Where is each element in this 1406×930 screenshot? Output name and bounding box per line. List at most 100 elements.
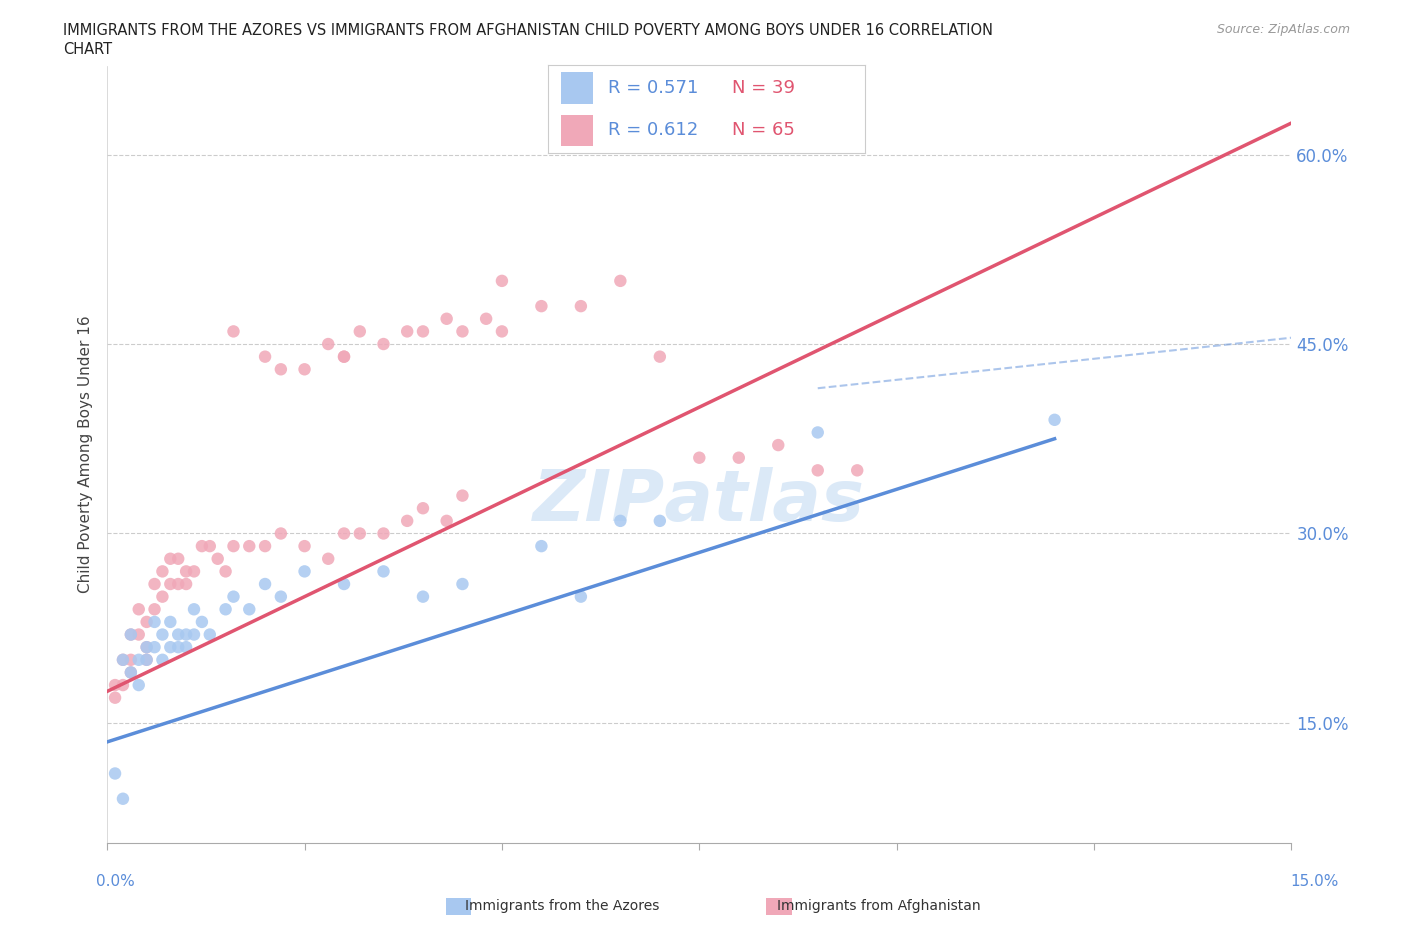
Point (135, 652, 157, 667)
Text: R = 0.571: R = 0.571 (609, 79, 699, 97)
Point (120, 627, 142, 642)
Text: R = 0.612: R = 0.612 (609, 122, 699, 140)
Text: Immigrants from Afghanistan: Immigrants from Afghanistan (778, 898, 980, 913)
Point (316, 551, 339, 566)
Point (159, 640, 181, 655)
Point (436, 312, 458, 326)
Point (183, 564, 205, 578)
Point (294, 564, 316, 578)
Point (270, 526, 292, 541)
Point (120, 652, 142, 667)
Point (143, 602, 166, 617)
Point (396, 513, 419, 528)
Point (152, 590, 174, 604)
Point (807, 463, 830, 478)
Text: Source: ZipAtlas.com: Source: ZipAtlas.com (1216, 23, 1350, 36)
Point (412, 590, 434, 604)
Point (120, 665, 142, 680)
Text: IMMIGRANTS FROM THE AZORES VS IMMIGRANTS FROM AFGHANISTAN CHILD POVERTY AMONG BO: IMMIGRANTS FROM THE AZORES VS IMMIGRANTS… (63, 23, 993, 38)
Point (120, 665, 142, 680)
Point (174, 577, 197, 591)
Point (609, 513, 631, 528)
Point (491, 324, 513, 339)
Point (270, 590, 292, 604)
Point (167, 551, 190, 566)
Point (254, 577, 277, 591)
Point (569, 590, 592, 604)
Point (104, 690, 127, 705)
Point (1043, 412, 1066, 427)
Point (349, 526, 371, 541)
Point (648, 350, 671, 365)
Point (373, 564, 395, 578)
Point (333, 577, 356, 591)
Point (128, 678, 150, 693)
Point (120, 627, 142, 642)
Point (111, 791, 134, 806)
Point (530, 538, 553, 553)
Point (530, 299, 553, 313)
Point (768, 438, 790, 453)
Point (451, 488, 474, 503)
Point (807, 425, 830, 440)
Text: 15.0%: 15.0% (1291, 874, 1339, 889)
Point (254, 538, 277, 553)
Point (207, 551, 229, 566)
Point (609, 273, 631, 288)
Point (333, 350, 356, 365)
Point (128, 602, 150, 617)
Point (111, 652, 134, 667)
Point (688, 450, 710, 465)
Point (451, 577, 474, 591)
Point (373, 526, 395, 541)
Point (167, 627, 190, 642)
Point (396, 324, 419, 339)
Point (846, 463, 869, 478)
Point (214, 564, 236, 578)
Point (167, 577, 190, 591)
Point (104, 678, 127, 693)
Point (648, 513, 671, 528)
Point (159, 615, 181, 630)
Point (254, 350, 277, 365)
Point (451, 324, 474, 339)
Point (727, 450, 749, 465)
Point (491, 273, 513, 288)
Point (222, 590, 245, 604)
Point (135, 640, 157, 655)
Y-axis label: Child Poverty Among Boys Under 16: Child Poverty Among Boys Under 16 (79, 316, 93, 593)
Text: 0.0%: 0.0% (96, 874, 135, 889)
Text: N = 39: N = 39 (731, 79, 794, 97)
Point (214, 602, 236, 617)
Point (412, 500, 434, 515)
Point (333, 526, 356, 541)
Point (222, 324, 245, 339)
Point (111, 652, 134, 667)
FancyBboxPatch shape (561, 114, 593, 146)
Point (104, 766, 127, 781)
Text: Immigrants from the Azores: Immigrants from the Azores (465, 898, 659, 913)
Point (128, 627, 150, 642)
Point (143, 615, 166, 630)
Point (198, 627, 221, 642)
Point (128, 652, 150, 667)
Point (191, 615, 214, 630)
Point (270, 362, 292, 377)
Point (174, 627, 197, 642)
Point (238, 538, 260, 553)
Point (412, 324, 434, 339)
Point (569, 299, 592, 313)
Point (294, 362, 316, 377)
Point (183, 602, 205, 617)
Point (373, 337, 395, 352)
Point (159, 577, 181, 591)
Point (316, 337, 339, 352)
Point (333, 350, 356, 365)
Point (143, 577, 166, 591)
Point (111, 678, 134, 693)
Point (436, 513, 458, 528)
Point (238, 602, 260, 617)
Text: ZIP​atlas: ZIP​atlas (533, 467, 865, 536)
Point (135, 615, 157, 630)
Point (294, 538, 316, 553)
